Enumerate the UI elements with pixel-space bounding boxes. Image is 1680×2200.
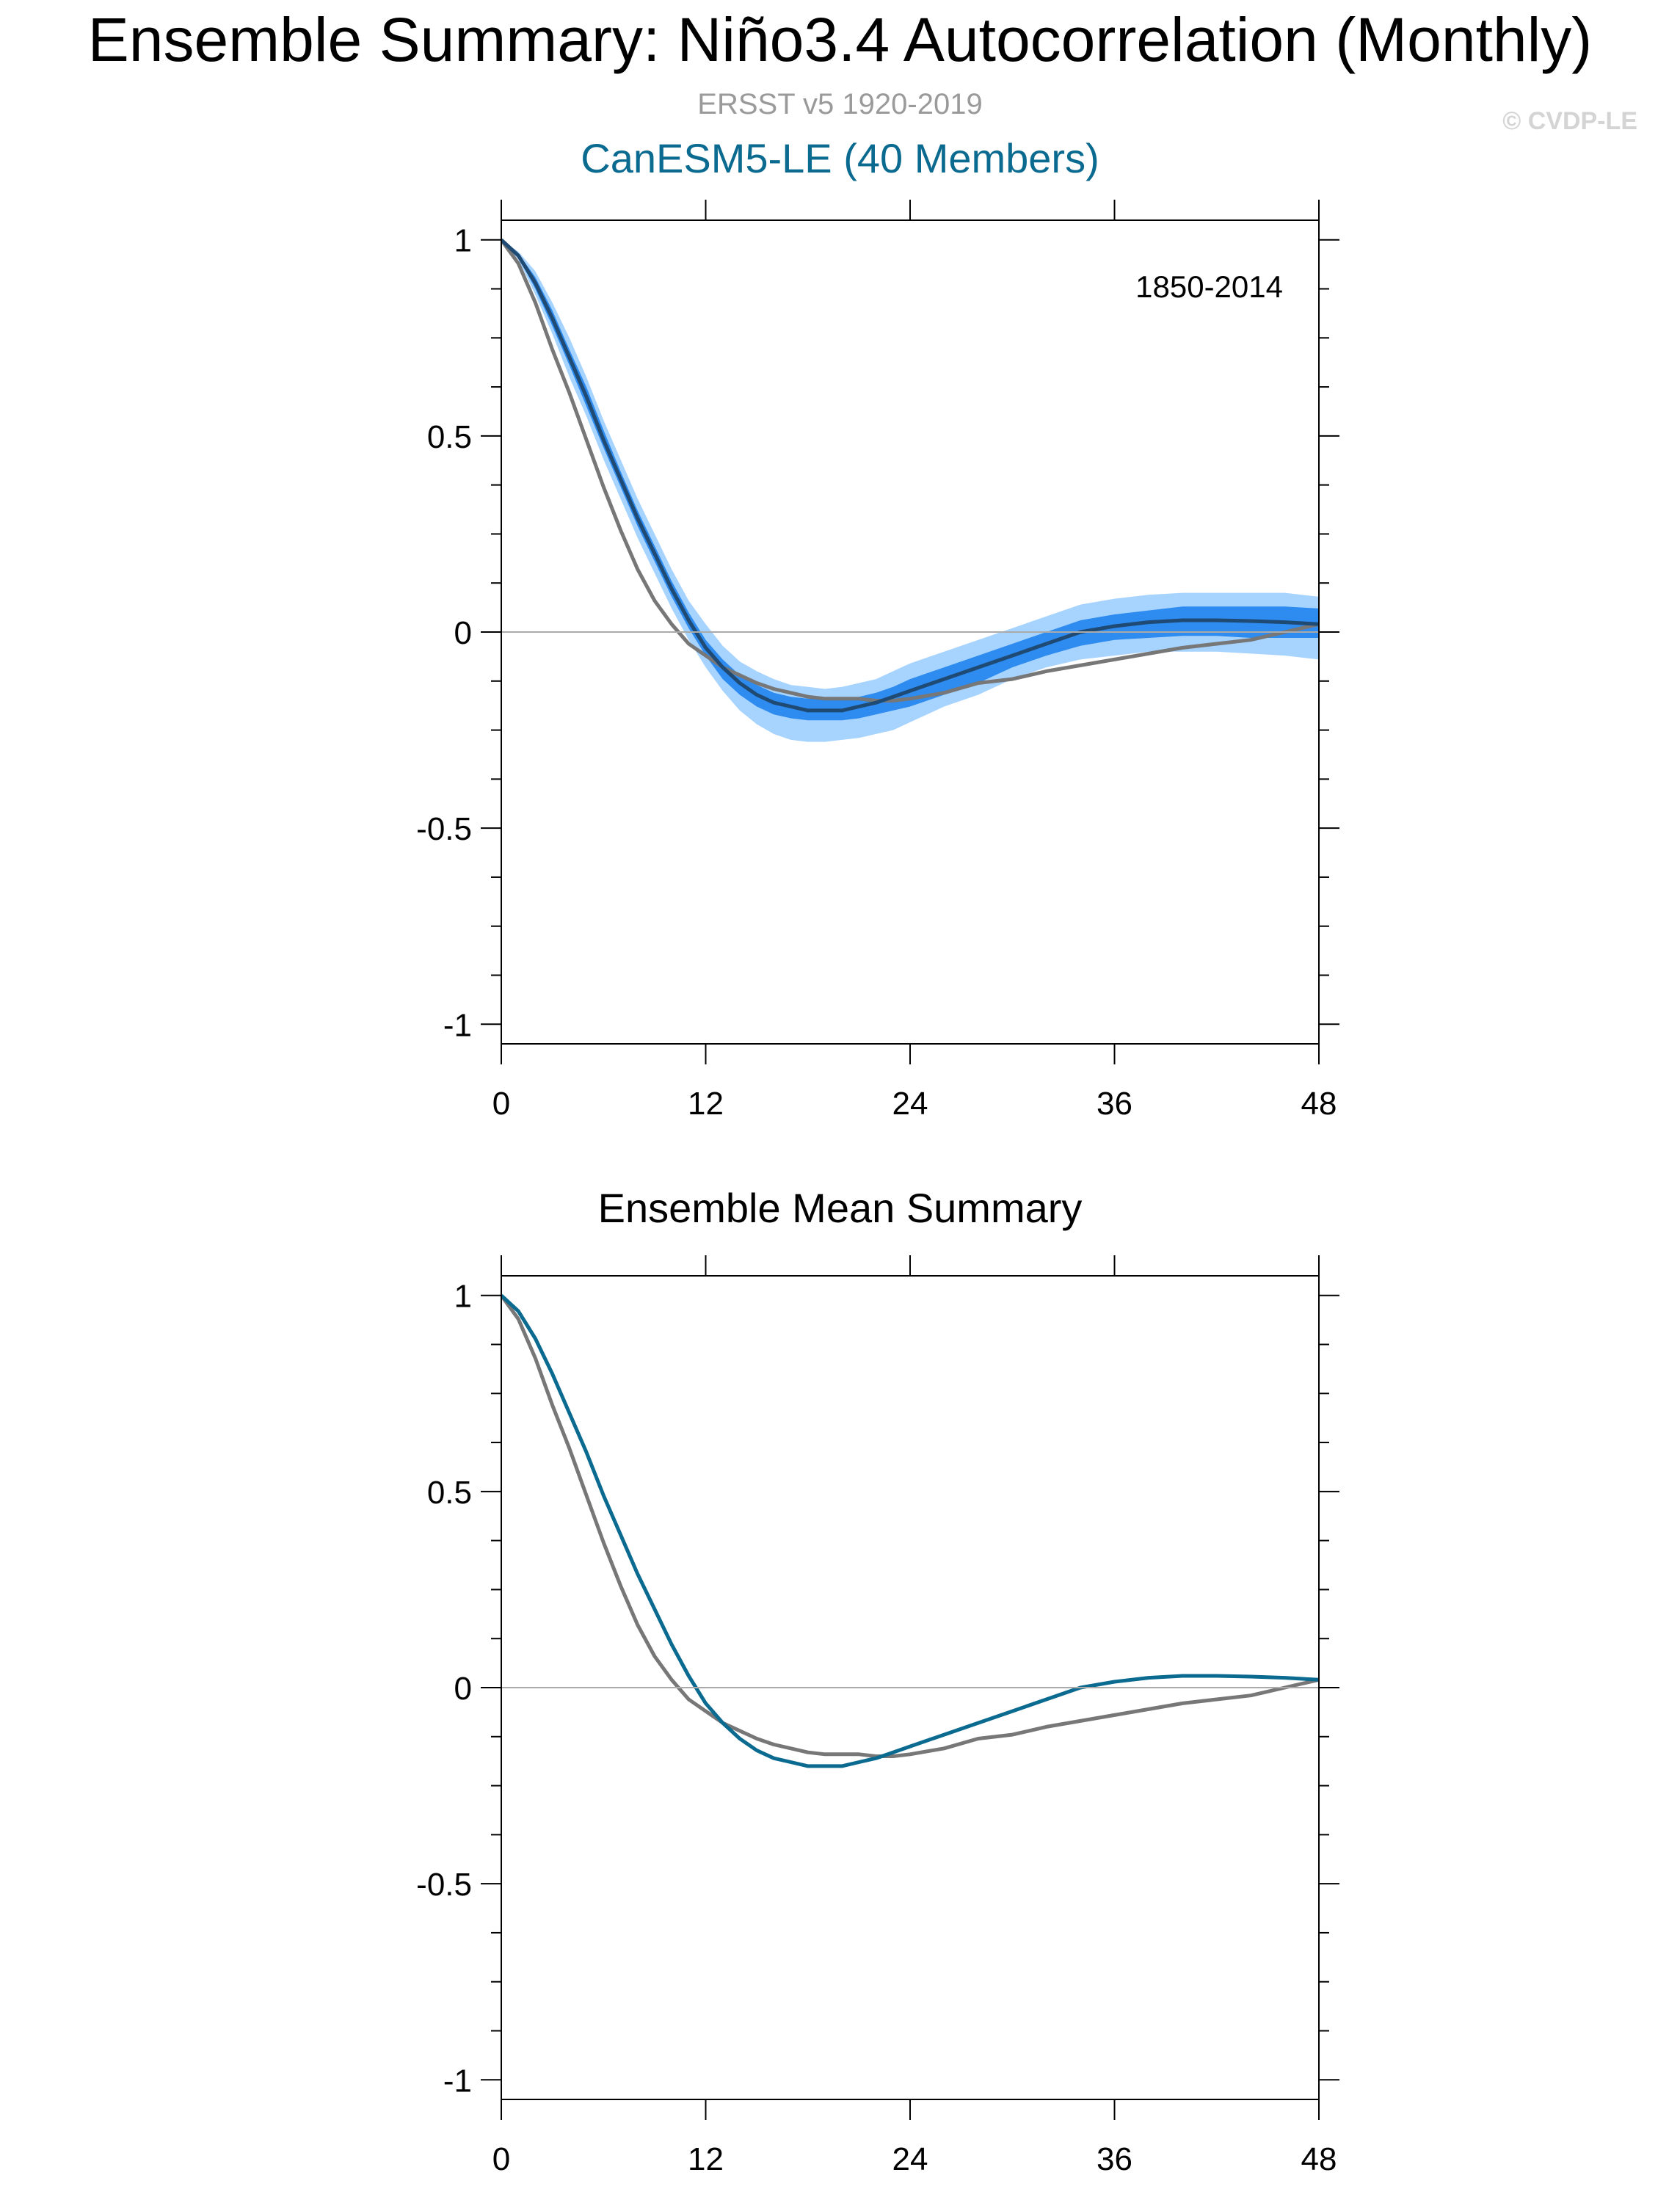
y-tick-label: 0.5: [427, 419, 472, 455]
y-tick-label: 1: [454, 223, 472, 259]
panel-bottom-chart: 1 0.5 0 -0.5 -1 0 12 24 36 48: [416, 1255, 1339, 2177]
x-tick-label: 48: [1301, 2141, 1337, 2177]
x-tick-label: 36: [1097, 1086, 1132, 1122]
y-tick-label: -1: [443, 1007, 472, 1043]
model-mean-line: [501, 1293, 1319, 1768]
y-tick-label: -0.5: [416, 811, 472, 847]
x-tick-label: 12: [688, 2141, 724, 2177]
panel-top-title: CanESM5-LE (40 Members): [581, 135, 1099, 181]
panel-top-chart: 1 0.5 0 -0.5 -1 0 12 24 36 48 1850-2014: [416, 200, 1339, 1122]
x-tick-label: 0: [492, 1086, 510, 1122]
x-tick-label: 24: [892, 1086, 928, 1122]
observation-subtitle: ERSST v5 1920-2019: [697, 88, 983, 120]
credit-watermark: © CVDP-LE: [1502, 107, 1637, 135]
x-tick-label: 48: [1301, 1086, 1337, 1122]
x-tick-label: 36: [1097, 2141, 1132, 2177]
panel-bottom-title: Ensemble Mean Summary: [597, 1185, 1083, 1231]
ensemble-mean-line: [501, 238, 1319, 713]
y-tick-label: 0: [454, 615, 472, 651]
observation-line: [501, 239, 1319, 703]
observation-line: [501, 1294, 1319, 1758]
y-tick-label: 0.5: [427, 1475, 472, 1511]
period-label: 1850-2014: [1135, 269, 1283, 304]
x-tick-label: 24: [892, 2141, 928, 2177]
y-tick-label: -1: [443, 2063, 472, 2099]
y-tick-label: 0: [454, 1671, 472, 1707]
plot-area: [501, 238, 1319, 742]
y-tick-label: 1: [454, 1279, 472, 1315]
plot-area: [501, 1293, 1319, 1768]
figure-title: Ensemble Summary: Niño3.4 Autocorrelatio…: [87, 5, 1593, 74]
x-tick-label: 12: [688, 1086, 724, 1122]
y-tick-label: -0.5: [416, 1867, 472, 1903]
x-tick-label: 0: [492, 2141, 510, 2177]
